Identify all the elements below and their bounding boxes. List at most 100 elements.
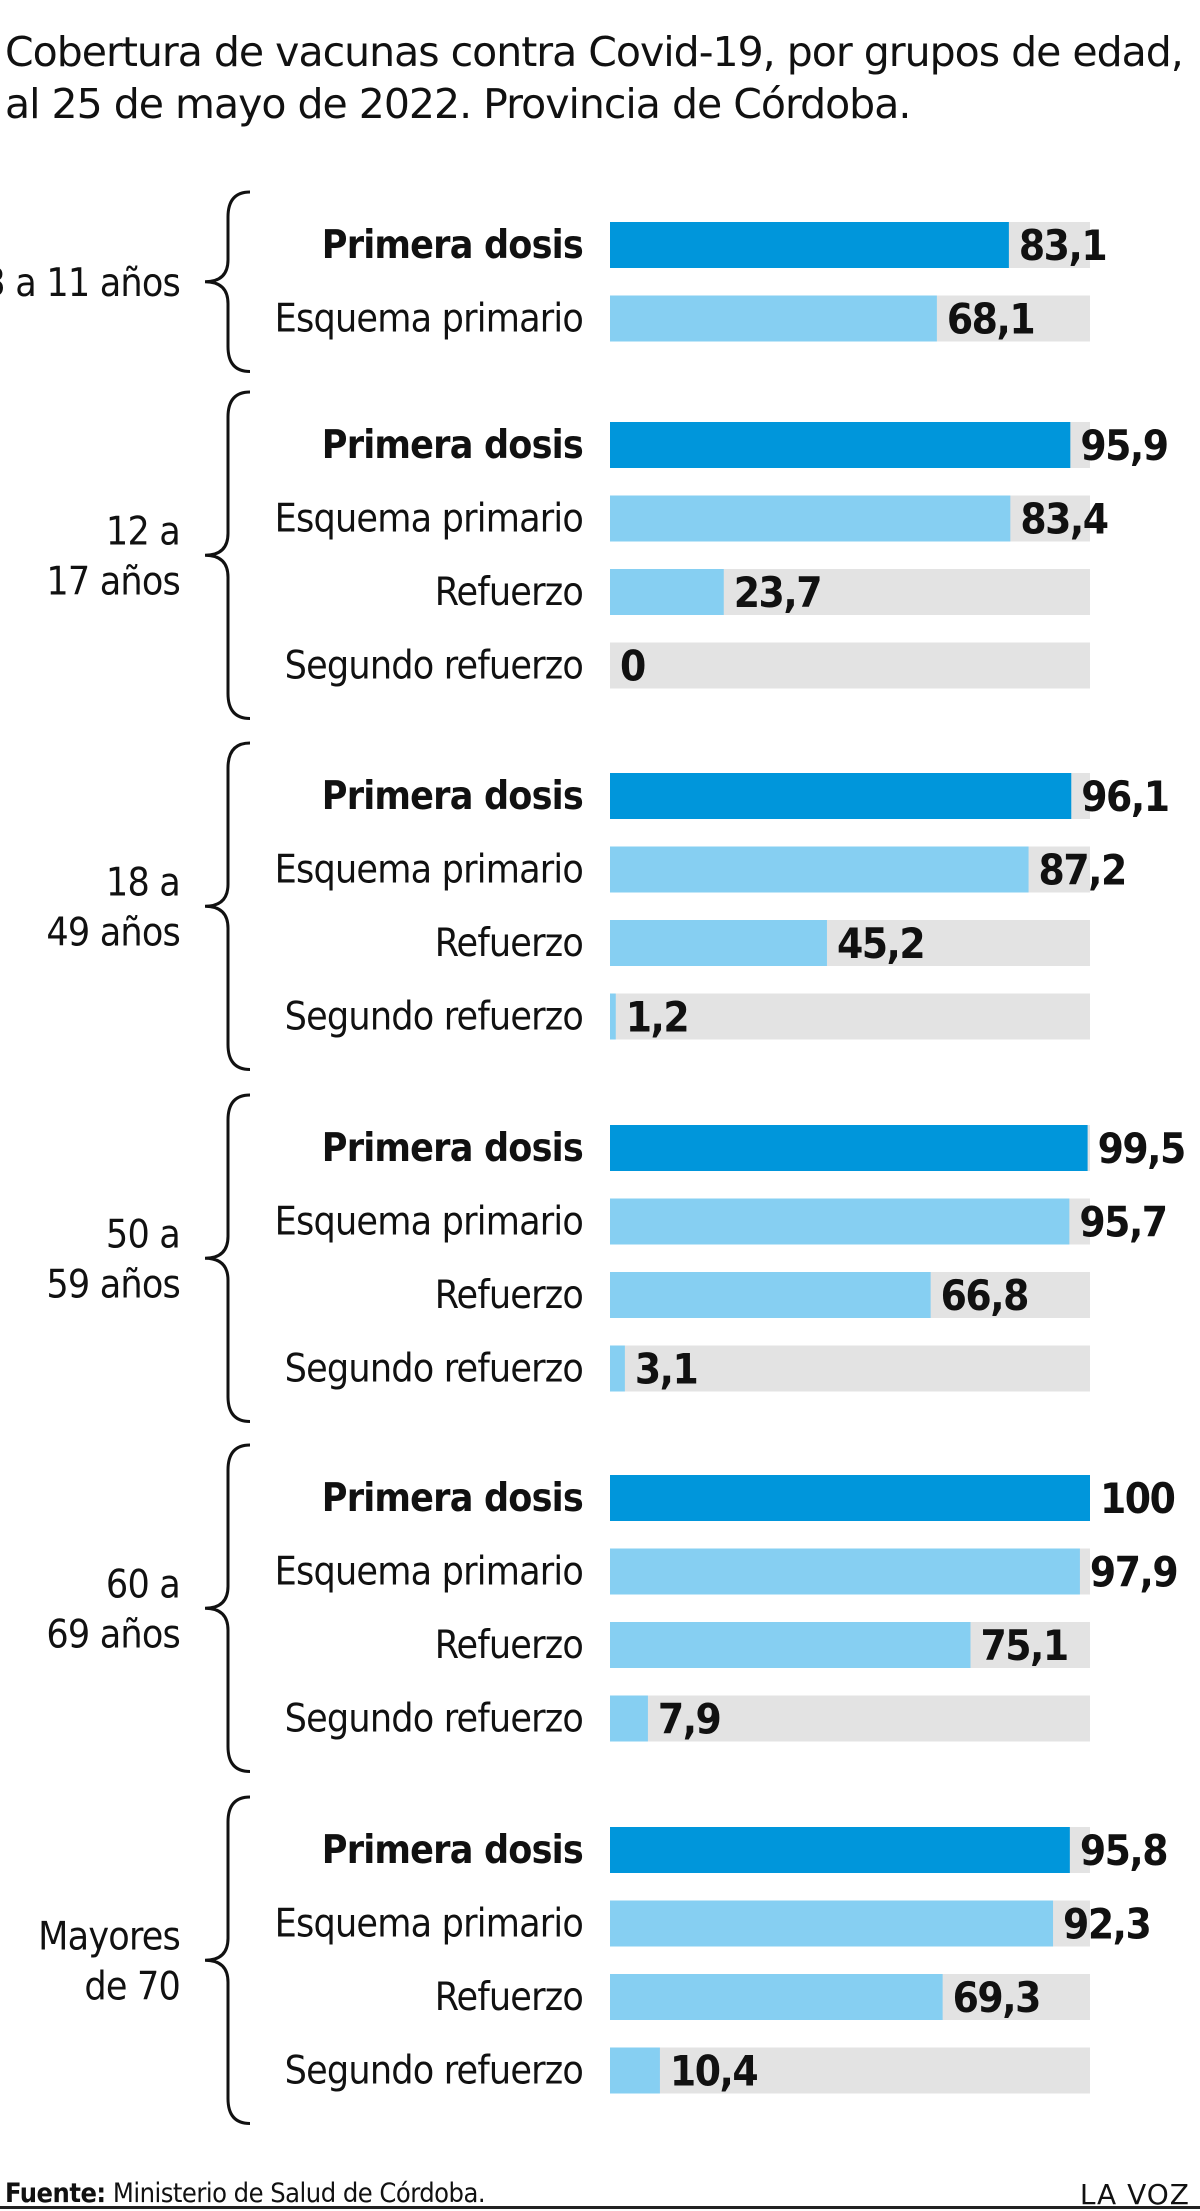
bar-value-label: 66,8: [941, 1271, 1028, 1320]
group-brace: [204, 190, 251, 373]
bar-group-3: Primera dosis 96,1 Esquema primario 87,2 Ref…: [46, 741, 1170, 1071]
bar-category-label: Primera dosis: [322, 1828, 583, 1873]
bar-category-label: Primera dosis: [322, 1126, 583, 1171]
bar-value-label: 95,9: [1080, 421, 1167, 470]
source-label: Fuente:: [5, 2178, 106, 2209]
bar-track: [610, 1345, 1090, 1392]
bar-esquema-primario: [610, 295, 937, 342]
group-label: 50 a: [106, 1212, 180, 1257]
bar-group-1: Primera dosis 83,1 Esquema primario 68,1 3 a…: [0, 190, 1108, 373]
bar-esquema-primario: [610, 846, 1029, 893]
bar-refuerzo: [610, 1272, 931, 1318]
bar-category-label: Esquema primario: [275, 1902, 583, 1947]
bar-category-label: Refuerzo: [435, 1975, 583, 2020]
bar-category-label: Segundo refuerzo: [285, 995, 583, 1040]
bar-value-label: 95,8: [1080, 1826, 1167, 1875]
bar-track: [610, 2047, 1090, 2094]
bar-category-label: Refuerzo: [435, 1273, 583, 1318]
source-note: Fuente: Ministerio de Salud de Córdoba.: [5, 2178, 486, 2209]
bar-category-label: Refuerzo: [435, 570, 583, 615]
bar-track: [610, 642, 1090, 689]
group-label: 60 a: [106, 1562, 180, 1607]
bar-value-label: 23,7: [734, 568, 821, 617]
bar-category-label: Segundo refuerzo: [285, 644, 583, 689]
group-brace: [204, 1443, 251, 1773]
bar-primera-dosis: [610, 422, 1071, 468]
bar-category-label: Esquema primario: [275, 848, 583, 893]
bar-esquema-primario: [610, 1198, 1070, 1245]
bar-category-label: Primera dosis: [322, 774, 583, 819]
bar-category-label: Esquema primario: [275, 1550, 583, 1595]
bar-group-5: Primera dosis 100 Esquema primario 97,9 Refu…: [46, 1443, 1179, 1773]
bar-group-6: Primera dosis 95,8 Esquema primario 92,3 Ref…: [38, 1795, 1169, 2125]
bar-category-label: Esquema primario: [275, 497, 583, 542]
bar-value-label: 92,3: [1063, 1900, 1150, 1949]
bar-category-label: Segundo refuerzo: [285, 1347, 583, 1392]
bar-value-label: 0: [620, 642, 645, 691]
bar-esquema-primario: [610, 1900, 1054, 1947]
bar-category-label: Primera dosis: [322, 423, 583, 468]
chart-title-line-2: al 25 de mayo de 2022. Provincia de Córd…: [5, 80, 911, 128]
group-label: 12 a: [106, 509, 180, 554]
bar-category-label: Refuerzo: [435, 921, 583, 966]
bar-value-label: 97,9: [1090, 1548, 1177, 1597]
bar-esquema-primario: [610, 495, 1011, 542]
bar-track: [610, 993, 1090, 1040]
chart-title: Cobertura de vacunas contra Covid-19, po…: [5, 26, 1195, 130]
bar-value-label: 83,4: [1020, 495, 1107, 544]
bar-category-label: Primera dosis: [322, 1476, 583, 1521]
group-label: 59 años: [46, 1262, 180, 1307]
group-label: 49 años: [46, 910, 180, 955]
bar-group-4: Primera dosis 99,5 Esquema primario 95,7 Ref…: [46, 1093, 1186, 1423]
bar-category-label: Esquema primario: [275, 1200, 583, 1245]
bar-esquema-primario: [610, 1548, 1080, 1595]
bar-track: [610, 1695, 1090, 1742]
group-label: Mayores: [38, 1914, 180, 1959]
bar-primera-dosis: [610, 1125, 1088, 1171]
bar-value-label: 3,1: [635, 1345, 697, 1394]
group-brace: [204, 741, 251, 1071]
group-label: 3 a 11 años: [0, 261, 180, 306]
group-brace: [204, 390, 251, 720]
bar-value-label: 100: [1100, 1474, 1175, 1523]
bar-refuerzo: [610, 1974, 943, 2020]
bar-group-2: Primera dosis 95,9 Esquema primario 83,4 Ref…: [46, 390, 1169, 720]
bar-segundo-refuerzo: [610, 2047, 660, 2094]
bar-category-label: Esquema primario: [275, 297, 583, 342]
bar-segundo-refuerzo: [610, 1695, 648, 1742]
group-label: 18 a: [106, 860, 180, 905]
bar-value-label: 83,1: [1019, 221, 1106, 270]
group-brace: [204, 1093, 251, 1423]
bar-category-label: Segundo refuerzo: [285, 2049, 583, 2094]
bar-segundo-refuerzo: [610, 993, 616, 1040]
bar-refuerzo: [610, 569, 724, 615]
bar-value-label: 68,1: [947, 295, 1034, 344]
bar-primera-dosis: [610, 222, 1009, 268]
bar-refuerzo: [610, 1622, 971, 1668]
bar-category-label: Refuerzo: [435, 1623, 583, 1668]
group-brace: [204, 1795, 251, 2125]
bar-value-label: 75,1: [980, 1621, 1067, 1670]
bar-category-label: Segundo refuerzo: [285, 1697, 583, 1742]
bar-primera-dosis: [610, 1827, 1070, 1873]
bar-value-label: 1,2: [626, 993, 688, 1042]
bar-primera-dosis: [610, 773, 1072, 819]
bar-refuerzo: [610, 920, 827, 966]
bar-value-label: 99,5: [1098, 1124, 1185, 1173]
bar-value-label: 95,7: [1079, 1198, 1166, 1247]
bar-value-label: 69,3: [953, 1973, 1040, 2022]
group-label: 69 años: [46, 1612, 180, 1657]
bar-primera-dosis: [610, 1475, 1090, 1521]
brand-logo-text: LA VOZ: [1079, 2178, 1190, 2211]
bar-value-label: 45,2: [837, 919, 924, 968]
bar-value-label: 87,2: [1039, 846, 1126, 895]
bar-value-label: 96,1: [1081, 772, 1168, 821]
bar-value-label: 7,9: [658, 1695, 720, 1744]
bar-value-label: 10,4: [670, 2047, 757, 2096]
chart-title-line-1: Cobertura de vacunas contra Covid-19, po…: [5, 28, 1184, 76]
footer-divider: [0, 2206, 1200, 2209]
group-label: 17 años: [46, 559, 180, 604]
group-label: de 70: [84, 1964, 180, 2009]
bar-segundo-refuerzo: [610, 1345, 625, 1392]
